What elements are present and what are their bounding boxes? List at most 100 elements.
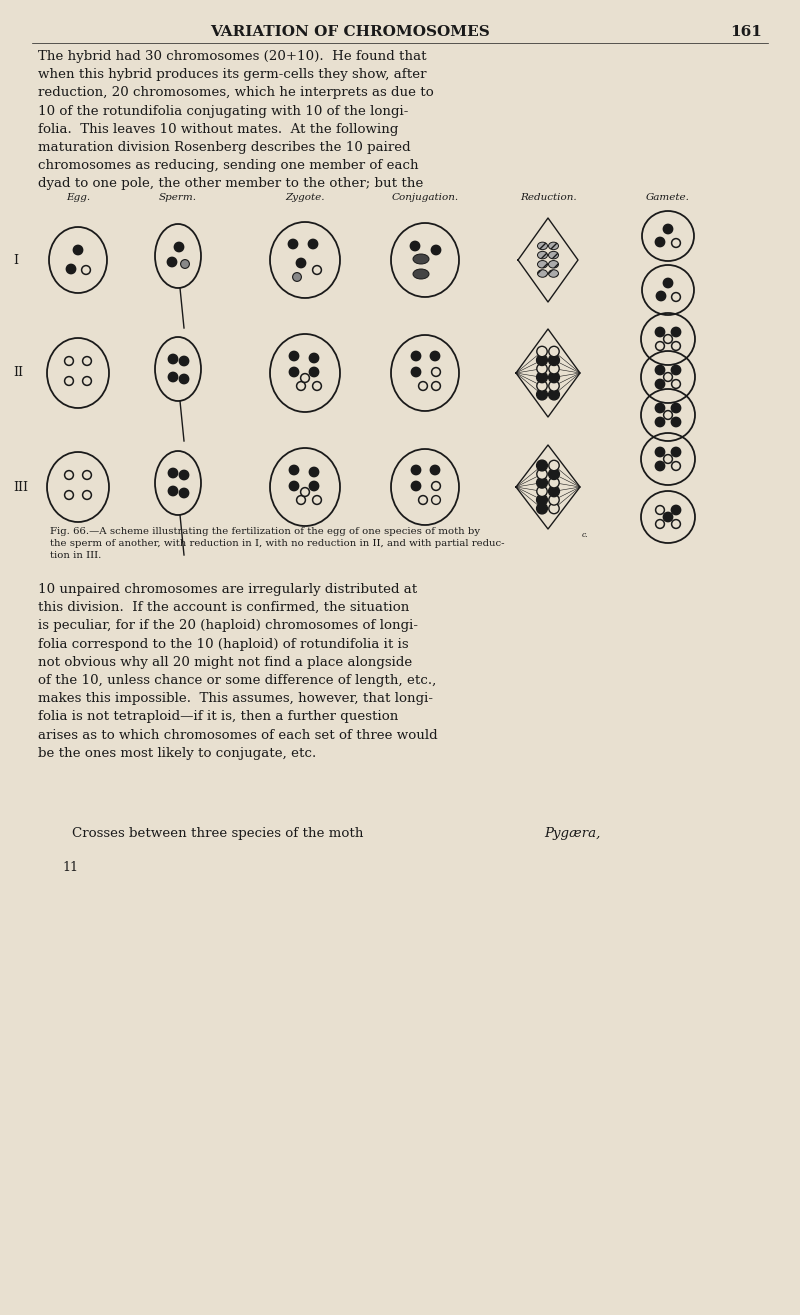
- Circle shape: [655, 366, 665, 375]
- Text: The hybrid had 30 chromosomes (20+10).  He found that
when this hybrid produces : The hybrid had 30 chromosomes (20+10). H…: [38, 50, 434, 191]
- Circle shape: [549, 355, 559, 366]
- Circle shape: [549, 477, 559, 488]
- Circle shape: [655, 327, 665, 337]
- Circle shape: [537, 477, 547, 488]
- Ellipse shape: [549, 242, 558, 250]
- Circle shape: [549, 389, 559, 400]
- Ellipse shape: [413, 270, 429, 279]
- Text: 11: 11: [62, 861, 78, 874]
- Circle shape: [410, 241, 420, 251]
- Circle shape: [537, 487, 547, 497]
- Text: I: I: [13, 254, 18, 267]
- Text: III: III: [13, 480, 28, 493]
- Circle shape: [179, 356, 189, 366]
- Circle shape: [655, 379, 665, 389]
- Ellipse shape: [538, 270, 547, 277]
- Circle shape: [301, 373, 310, 383]
- Circle shape: [549, 504, 559, 514]
- Circle shape: [432, 381, 441, 391]
- Circle shape: [65, 490, 74, 500]
- Circle shape: [656, 505, 665, 514]
- Circle shape: [411, 351, 421, 360]
- Circle shape: [672, 380, 680, 388]
- Circle shape: [313, 496, 322, 505]
- Circle shape: [66, 264, 76, 274]
- Circle shape: [549, 372, 559, 383]
- Circle shape: [549, 460, 559, 471]
- Circle shape: [297, 496, 306, 505]
- Circle shape: [671, 417, 681, 426]
- Text: 10 unpaired chromosomes are irregularly distributed at
this division.  If the ac: 10 unpaired chromosomes are irregularly …: [38, 583, 438, 760]
- Circle shape: [179, 488, 189, 497]
- Circle shape: [82, 471, 91, 480]
- Circle shape: [537, 363, 547, 373]
- Circle shape: [301, 488, 310, 496]
- Circle shape: [537, 504, 547, 514]
- Circle shape: [656, 519, 665, 529]
- Circle shape: [179, 375, 189, 384]
- Circle shape: [167, 258, 177, 267]
- Circle shape: [290, 367, 298, 376]
- Circle shape: [430, 351, 440, 360]
- Circle shape: [82, 266, 90, 275]
- Text: Crosses between three species of the moth: Crosses between three species of the mot…: [72, 827, 368, 840]
- Circle shape: [431, 246, 441, 255]
- Circle shape: [537, 355, 547, 366]
- Circle shape: [297, 381, 306, 391]
- Circle shape: [663, 513, 673, 522]
- Circle shape: [308, 239, 318, 249]
- Circle shape: [537, 372, 547, 383]
- Ellipse shape: [538, 251, 547, 259]
- Text: Sperm.: Sperm.: [159, 193, 197, 203]
- Circle shape: [181, 259, 190, 268]
- Text: VARIATION OF CHROMOSOMES: VARIATION OF CHROMOSOMES: [210, 25, 490, 39]
- Circle shape: [549, 487, 559, 497]
- Circle shape: [293, 272, 302, 281]
- Ellipse shape: [549, 270, 558, 277]
- Circle shape: [672, 519, 680, 529]
- Circle shape: [65, 356, 74, 366]
- Circle shape: [430, 466, 440, 475]
- Circle shape: [179, 471, 189, 480]
- Circle shape: [290, 351, 298, 360]
- Circle shape: [664, 410, 672, 419]
- Text: Gamete.: Gamete.: [646, 193, 690, 203]
- Circle shape: [672, 462, 680, 471]
- Text: Reduction.: Reduction.: [520, 193, 576, 203]
- Circle shape: [537, 469, 547, 479]
- Text: Fig. 66.—A scheme illustrating the fertilization of the egg of one species of mo: Fig. 66.—A scheme illustrating the ferti…: [50, 527, 505, 560]
- Circle shape: [310, 481, 318, 490]
- Circle shape: [310, 467, 318, 477]
- Ellipse shape: [413, 254, 429, 264]
- Circle shape: [549, 363, 559, 373]
- Circle shape: [656, 342, 665, 350]
- Circle shape: [537, 460, 547, 471]
- Circle shape: [168, 354, 178, 364]
- Circle shape: [65, 471, 74, 480]
- Circle shape: [310, 354, 318, 363]
- Text: Pygæra,: Pygæra,: [544, 827, 600, 840]
- Circle shape: [537, 346, 547, 356]
- Circle shape: [664, 372, 672, 381]
- Circle shape: [671, 505, 681, 514]
- Circle shape: [672, 342, 680, 350]
- Circle shape: [549, 494, 559, 505]
- Ellipse shape: [538, 242, 547, 250]
- Ellipse shape: [538, 260, 547, 268]
- Circle shape: [663, 225, 673, 234]
- Circle shape: [671, 447, 681, 456]
- Circle shape: [290, 466, 298, 475]
- Circle shape: [418, 496, 427, 505]
- Text: c.: c.: [582, 531, 589, 539]
- Circle shape: [432, 481, 441, 490]
- Circle shape: [664, 334, 672, 343]
- Circle shape: [549, 346, 559, 356]
- Circle shape: [671, 327, 681, 337]
- Circle shape: [296, 258, 306, 268]
- Ellipse shape: [549, 251, 558, 259]
- Circle shape: [655, 417, 665, 426]
- Circle shape: [549, 468, 559, 480]
- Text: Egg.: Egg.: [66, 193, 90, 203]
- Circle shape: [655, 462, 665, 471]
- Circle shape: [168, 487, 178, 496]
